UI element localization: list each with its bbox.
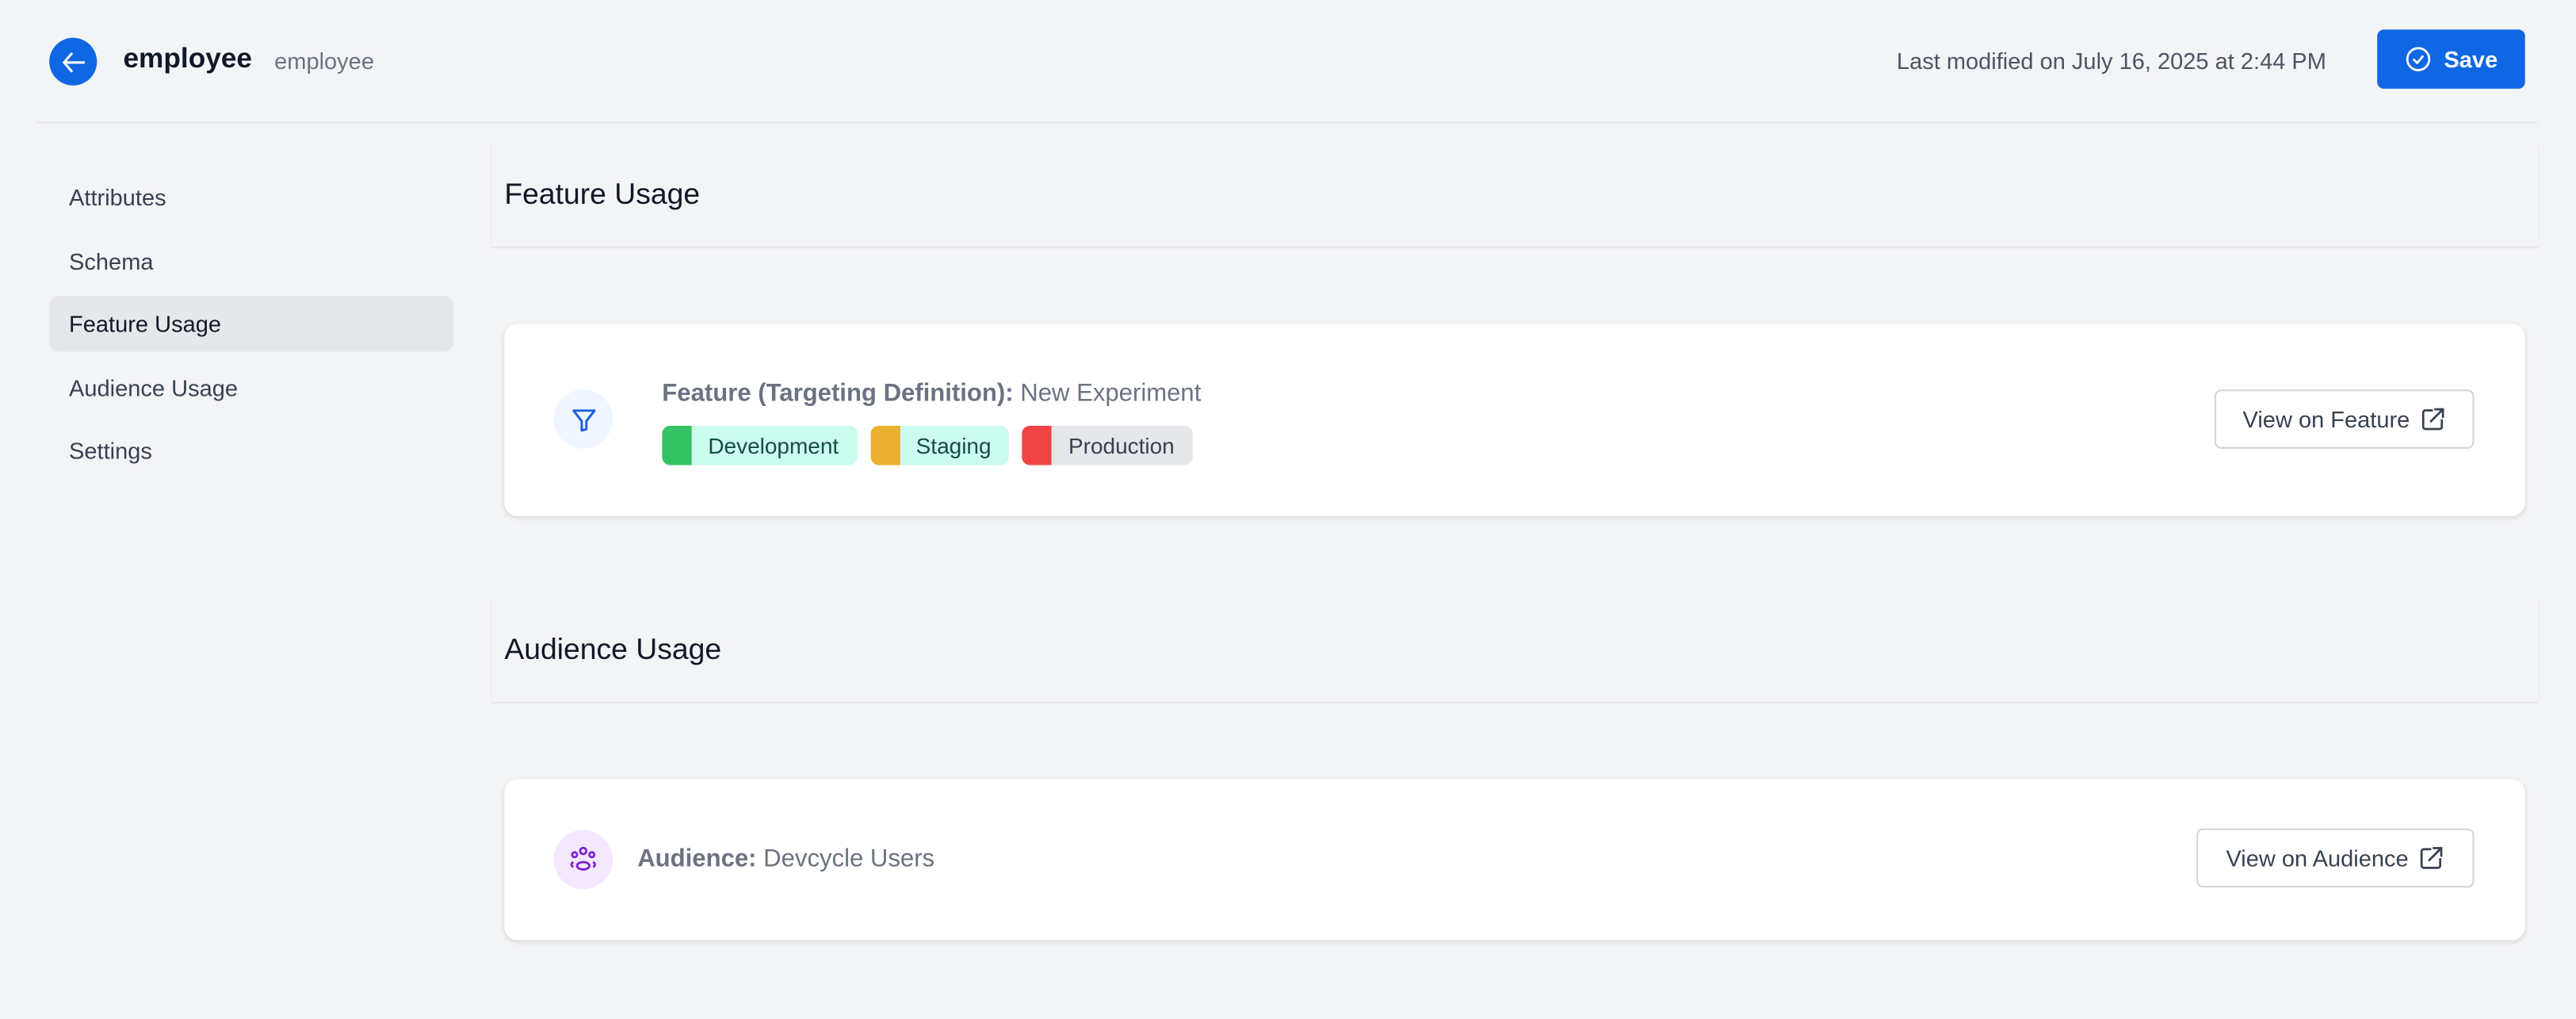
users-group-icon <box>553 829 613 890</box>
audience-label: Audience: <box>637 845 757 873</box>
badge-label: Production <box>1068 433 1175 458</box>
environment-badges: Development Staging Production <box>662 425 1193 465</box>
sidebar-item-label: Settings <box>69 437 152 464</box>
sidebar-item-settings[interactable]: Settings <box>49 423 453 478</box>
arrow-left-icon <box>61 52 85 72</box>
button-label: View on Audience <box>2226 845 2409 872</box>
badge-label: Development <box>708 433 839 458</box>
audience-usage-heading: Audience Usage <box>491 598 2539 703</box>
sidebar-item-label: Feature Usage <box>69 310 222 337</box>
environment-badge-production: Production <box>1022 425 1193 465</box>
audience-name: Devcycle Users <box>763 845 935 873</box>
sidebar-item-audience-usage[interactable]: Audience Usage <box>49 360 453 416</box>
badge-label: Staging <box>915 433 992 458</box>
external-link-icon <box>2420 847 2443 869</box>
sidebar-item-label: Schema <box>69 247 154 275</box>
sidebar-item-schema[interactable]: Schema <box>49 233 453 289</box>
sidebar-item-label: Audience Usage <box>69 374 239 401</box>
save-button[interactable]: Save <box>2377 29 2525 89</box>
environment-badge-staging: Staging <box>869 425 1010 465</box>
sidebar-item-feature-usage[interactable]: Feature Usage <box>49 296 454 352</box>
external-link-icon <box>2421 408 2444 431</box>
view-on-feature-button[interactable]: View on Feature <box>2214 389 2475 449</box>
header-divider <box>36 121 2539 124</box>
last-modified: Last modified on July 16, 2025 at 2:44 P… <box>1896 48 2326 75</box>
page-subtitle: employee <box>274 48 374 75</box>
audience-card: Audience: Devcycle Users View on Audienc… <box>504 779 2525 940</box>
audience-title: Audience: Devcycle Users <box>637 845 934 872</box>
back-button[interactable] <box>49 37 97 86</box>
save-label: Save <box>2444 46 2498 73</box>
sidebar-item-label: Attributes <box>69 184 166 211</box>
feature-usage-heading: Feature Usage <box>491 143 2539 247</box>
feature-title: Feature (Targeting Definition): New Expe… <box>662 380 1201 408</box>
filter-icon <box>553 389 613 449</box>
page-title: employee <box>123 42 253 75</box>
environment-badge-development: Development <box>662 425 858 465</box>
feature-name: New Experiment <box>1020 379 1202 408</box>
check-circle-icon <box>2406 47 2430 71</box>
feature-card: Feature (Targeting Definition): New Expe… <box>504 324 2525 516</box>
sidebar-item-attributes[interactable]: Attributes <box>49 169 453 224</box>
button-label: View on Feature <box>2242 405 2410 433</box>
view-on-audience-button[interactable]: View on Audience <box>2196 828 2475 888</box>
feature-label: Feature (Targeting Definition): <box>662 379 1014 408</box>
